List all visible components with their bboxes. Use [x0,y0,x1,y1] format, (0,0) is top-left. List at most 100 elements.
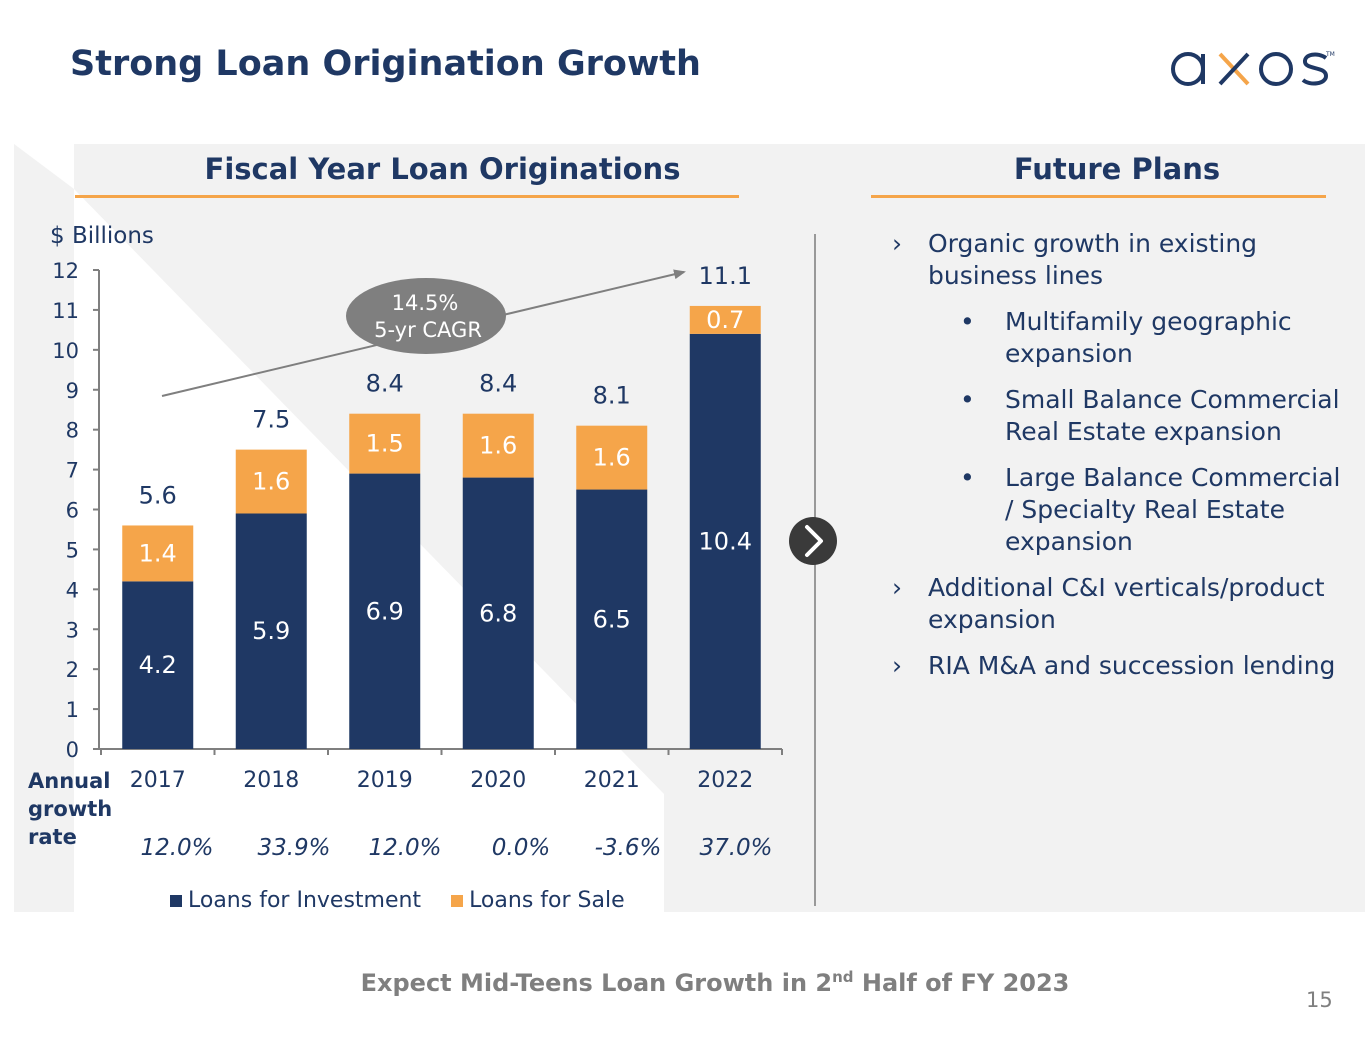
left-heading-underline [75,195,739,198]
x-tick-label: 2017 [130,768,186,793]
growth-rate-value: 33.9% [257,835,331,861]
plan-subitem: • Small Balance Commercial Real Estate ex… [892,384,1342,448]
chart-legend: Loans for Investment Loans for Sale [170,888,625,913]
axos-logo: TM [1171,51,1335,86]
bar-loans-for-investment [576,489,648,749]
y-tick-label: 12 [52,259,79,283]
cagr-label: 5-yr CAGR [374,318,482,342]
plan-item: › Additional C&I verticals/product expans… [892,572,1342,636]
x-tick-label: 2018 [243,768,299,793]
data-label-investment: 4.2 [139,651,177,679]
dot-bullet-icon: • [960,463,975,492]
data-label-sale: 1.4 [139,539,177,567]
growth-rate-value: 0.0% [491,835,551,861]
plan-item: › Organic growth in existing business lin… [892,228,1342,292]
growth-rate-label: Annual growth rate [28,767,112,851]
data-label-total: 11.1 [699,262,752,290]
data-label-investment: 10.4 [699,527,752,555]
plan-subitem: • Large Balance Commercial / Specialty Re… [892,462,1342,558]
growth-rate-value: -3.6% [594,835,662,861]
bar-loans-for-sale [122,525,194,582]
bar-loans-for-investment [689,333,761,749]
right-section-heading: Future Plans [1013,152,1221,186]
y-tick-label: 1 [66,698,79,722]
page-title: Strong Loan Origination Growth [70,44,701,84]
x-tick-label: 2022 [697,768,753,793]
bar-loans-for-investment [462,477,534,749]
bar-loans-for-sale [689,305,761,334]
y-tick-label: 11 [52,299,79,323]
growth-rate-value: 12.0% [140,835,214,861]
cagr-bubble [346,278,506,354]
data-label-sale: 1.6 [252,468,290,496]
data-label-total: 8.1 [593,382,631,410]
x-tick-label: 2019 [357,768,413,793]
data-label-total: 5.6 [139,481,177,509]
y-axis-title: $ Billions [50,223,154,249]
bar-loans-for-sale [462,413,534,478]
page-number: 15 [1306,988,1333,1012]
plan-item-label: Multifamily geographic expansion [1005,307,1292,368]
bar-loans-for-sale [349,413,421,474]
legend-label-sale: Loans for Sale [469,888,625,913]
bar-loans-for-sale [576,425,648,490]
plan-item-label: Additional C&I verticals/product expansi… [928,573,1325,634]
plan-item-label: Organic growth in existing business line… [928,229,1258,290]
legend-item-investment: Loans for Investment [170,888,421,913]
data-label-total: 7.5 [252,406,290,434]
y-tick-label: 2 [66,658,79,682]
y-tick-label: 4 [66,578,79,602]
data-label-sale: 1.6 [479,432,517,460]
data-label-investment: 5.9 [252,617,290,645]
data-label-total: 8.4 [479,370,517,398]
footer-text-before: Expect Mid-Teens Loan Growth in 2 [360,969,833,997]
loan-originations-chart: $ Billions01234567891011124.21.45.620175… [50,223,783,793]
growth-rate-value: 37.0% [699,835,773,861]
svg-text:TM: TM [1325,51,1335,58]
dot-bullet-icon: • [960,307,975,336]
plan-item-label: Large Balance Commercial / Specialty Rea… [1005,463,1341,556]
next-arrow-button[interactable] [789,517,837,565]
footer-message: Expect Mid-Teens Loan Growth in 2nd Half… [0,968,1365,997]
y-tick-label: 6 [66,499,79,523]
chevron-bullet-icon: › [892,573,902,602]
data-label-sale: 1.5 [366,430,404,458]
y-tick-label: 7 [66,459,79,483]
plan-item-label: Small Balance Commercial Real Estate exp… [1005,385,1340,446]
chevron-bullet-icon: › [892,229,902,258]
footer-superscript: nd [832,968,854,986]
legend-swatch-sale [451,894,464,907]
y-tick-label: 5 [66,538,79,562]
y-tick-label: 10 [52,339,79,363]
y-tick-label: 3 [66,618,79,642]
chevron-right-icon [805,525,823,557]
data-label-investment: 6.8 [479,599,517,627]
data-label-sale: 0.7 [706,306,744,334]
legend-item-sale: Loans for Sale [451,888,625,913]
right-heading-underline [871,195,1326,198]
x-tick-label: 2021 [584,768,640,793]
footer-text-after: Half of FY 2023 [853,969,1070,997]
left-section-heading: Fiscal Year Loan Originations [204,152,681,186]
growth-rate-value: 12.0% [368,835,442,861]
y-tick-label: 9 [66,379,79,403]
bar-loans-for-investment [349,473,421,749]
legend-label-investment: Loans for Investment [188,888,422,913]
plan-item: › RIA M&A and succession lending [892,650,1342,682]
plan-item-label: RIA M&A and succession lending [928,651,1336,680]
dot-bullet-icon: • [960,385,975,414]
growth-rate-label-text: Annual growth rate [28,769,113,849]
bar-loans-for-investment [235,513,307,749]
y-tick-label: 8 [66,419,79,443]
future-plans-list: › Organic growth in existing business lin… [892,228,1342,696]
bar-loans-for-investment [122,581,194,749]
bar-loans-for-sale [235,449,307,514]
legend-swatch-investment [170,894,182,907]
y-tick-label: 0 [66,738,79,762]
data-label-investment: 6.5 [593,605,631,633]
section-divider [814,234,816,906]
cagr-value: 14.5% [392,291,459,315]
data-label-total: 8.4 [366,370,404,398]
x-tick-label: 2020 [470,768,526,793]
data-label-sale: 1.6 [593,444,631,472]
